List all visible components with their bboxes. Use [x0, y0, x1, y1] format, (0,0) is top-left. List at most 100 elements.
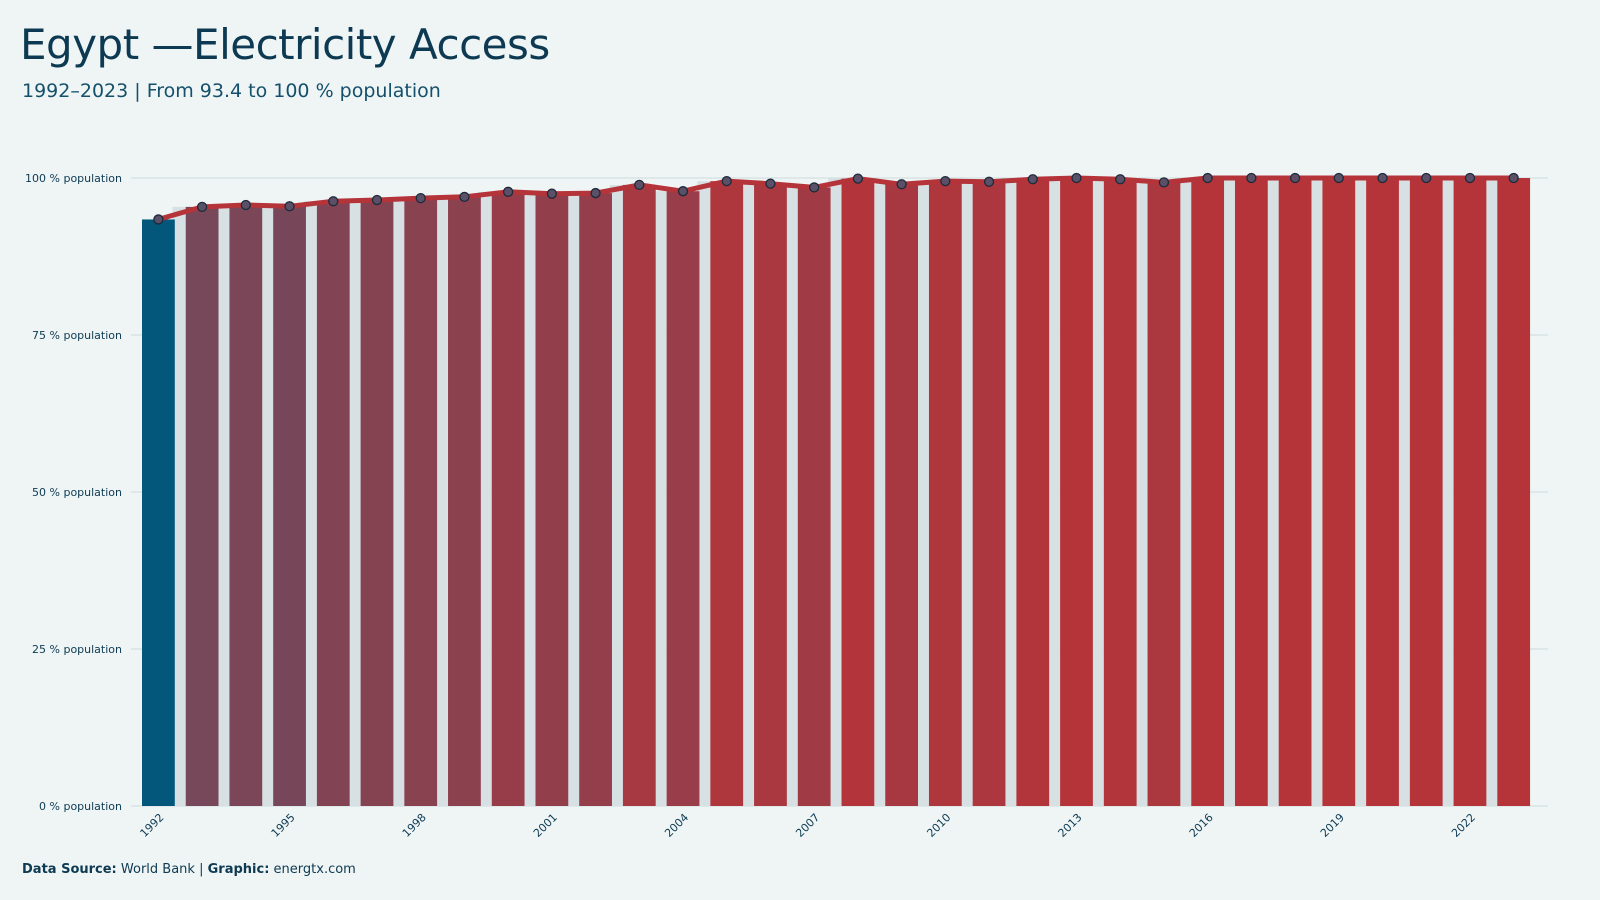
y-tick-label: 25 % population — [32, 643, 122, 656]
point-1993 — [196, 201, 208, 213]
bar-2023 — [1497, 178, 1531, 806]
bar-shadow — [565, 193, 580, 806]
graphic-label: Graphic: — [207, 862, 270, 877]
bar-2001 — [535, 193, 569, 806]
x-tick-label: 2001 — [531, 811, 560, 840]
point-2021 — [1421, 172, 1432, 184]
x-tick-label: 2007 — [793, 811, 822, 840]
point-2013 — [1071, 172, 1082, 184]
bar-1998 — [404, 198, 438, 806]
point-1992 — [153, 214, 164, 225]
bar-shadow — [172, 206, 186, 806]
bar-shadow — [216, 205, 230, 806]
bar-1999 — [448, 196, 481, 807]
bar-2010 — [928, 181, 962, 806]
bar-2020 — [1366, 178, 1399, 806]
bar-2009 — [885, 184, 919, 806]
point-2019 — [1333, 172, 1344, 184]
bar-shadow — [1396, 178, 1410, 806]
bar-2017 — [1234, 178, 1268, 806]
point-2001 — [546, 188, 558, 199]
point-2004 — [677, 186, 689, 197]
bar-2018 — [1278, 178, 1312, 806]
point-2003 — [634, 179, 645, 191]
bar-shadow — [959, 181, 973, 806]
point-1994 — [240, 199, 251, 211]
bar-shadow — [871, 184, 886, 806]
bar-shadow — [522, 193, 536, 806]
point-2007 — [809, 182, 820, 193]
point-2017 — [1246, 172, 1257, 184]
point-2000 — [502, 186, 514, 197]
y-tick-label: 0 % population — [39, 800, 122, 813]
bar-shadow — [1046, 178, 1060, 806]
x-tick-label: 2019 — [1318, 811, 1347, 840]
bar-shadow — [1440, 178, 1454, 806]
graphic-value: energtx.com — [273, 862, 356, 877]
bar-1997 — [360, 199, 394, 807]
bar-shadow — [653, 191, 667, 807]
x-tick-label: 2022 — [1449, 811, 1478, 840]
bar-1994 — [229, 205, 263, 806]
bar-2015 — [1147, 182, 1181, 806]
bar-shadows — [172, 178, 1498, 807]
bars — [142, 178, 1531, 807]
bar-shadow — [915, 181, 929, 806]
bar-2005 — [710, 181, 744, 806]
bar-shadow — [1003, 179, 1017, 807]
bar-1995 — [273, 206, 306, 806]
x-tick-label: 2010 — [924, 811, 953, 840]
bar-shadow — [1484, 178, 1498, 806]
point-2016 — [1202, 172, 1213, 184]
bar-shadow — [478, 191, 492, 807]
point-2023 — [1508, 172, 1519, 184]
source-label: Data Source: — [22, 862, 117, 877]
bar-shadow — [434, 196, 448, 807]
point-2014 — [1115, 174, 1126, 185]
bar-shadow — [697, 181, 711, 806]
bar-2013 — [1060, 178, 1093, 806]
x-tick-label: 1998 — [400, 811, 429, 840]
bar-2012 — [1016, 179, 1050, 807]
bar-shadow — [1309, 178, 1323, 806]
bar-shadow — [828, 178, 842, 807]
point-2022 — [1464, 172, 1476, 184]
bar-shadow — [1090, 179, 1104, 807]
bar-1993 — [185, 206, 219, 806]
bar-shadow — [259, 206, 274, 806]
chart-subtitle: 1992–2023 | From 93.4 to 100 % populatio… — [22, 80, 441, 102]
x-tick-label: 2013 — [1056, 811, 1085, 840]
point-2010 — [940, 175, 951, 187]
point-2009 — [896, 179, 907, 190]
point-2020 — [1377, 172, 1388, 184]
point-1996 — [328, 196, 339, 207]
x-tick-label: 2004 — [662, 811, 691, 840]
bar-2000 — [491, 191, 525, 807]
point-2002 — [590, 187, 601, 199]
bar-shadow — [609, 184, 623, 806]
bar-2006 — [754, 183, 787, 807]
footer-credits: Data Source: World Bank | Graphic: energ… — [22, 862, 356, 877]
bar-shadow — [303, 201, 317, 807]
bar-2022 — [1453, 178, 1487, 806]
bar-1996 — [316, 201, 350, 807]
trend-line — [157, 175, 1514, 222]
point-2018 — [1289, 172, 1301, 184]
bar-2007 — [797, 187, 831, 807]
bar-2021 — [1409, 178, 1443, 806]
bar-1992 — [142, 219, 175, 806]
bar-shadow — [1178, 178, 1192, 806]
bar-shadow — [347, 199, 361, 807]
bar-2016 — [1191, 178, 1225, 806]
point-2005 — [721, 175, 732, 187]
point-2015 — [1158, 177, 1170, 188]
x-axis-ticks: 1992 1995 1998 2001 2004 2007 2010 2013 2016 2019… — [138, 811, 1479, 840]
bar-2002 — [579, 193, 612, 806]
footer-separator: | — [199, 862, 204, 877]
source-value: World Bank — [120, 862, 195, 877]
y-tick-label: 50 % population — [32, 486, 122, 499]
y-tick-label: 100 % population — [25, 172, 122, 185]
point-2006 — [765, 178, 776, 189]
bar-2003 — [622, 184, 656, 806]
